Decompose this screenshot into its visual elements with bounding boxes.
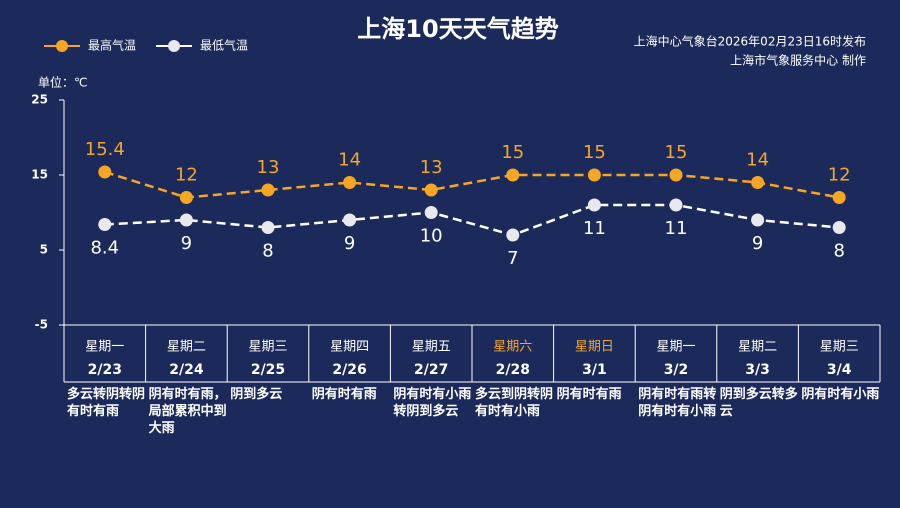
weather-description: 多云转阴转阴有时有雨 <box>67 387 146 419</box>
y-tick-label: 5 <box>40 243 48 257</box>
legend-label: 最低气温 <box>200 38 248 53</box>
x-tick-label: 2/24 <box>169 362 204 378</box>
data-label: 15 <box>501 142 524 163</box>
data-label: 11 <box>665 218 688 239</box>
x-tick-label: 2/25 <box>251 362 285 378</box>
weather-description: 阴到多云转多云 <box>719 387 798 419</box>
data-label: 15 <box>583 142 606 163</box>
data-label: 8.4 <box>90 238 119 259</box>
data-point <box>261 183 275 197</box>
subtitle: 上海市气象服务中心 制作 <box>730 53 866 68</box>
data-label: 8 <box>833 241 844 262</box>
subtitle: 上海中心气象台2026年02月23日16时发布 <box>634 34 866 49</box>
data-point <box>669 168 683 182</box>
weather-description: 阴有时有雨 <box>311 387 377 402</box>
data-point <box>424 183 438 197</box>
data-point <box>832 191 846 204</box>
data-point <box>832 221 846 234</box>
data-point <box>179 213 193 227</box>
unit-label: 单位：℃ <box>38 75 87 90</box>
weekday-label: 星期六 <box>493 340 532 355</box>
weather-description: 阴有时有小雨 <box>801 387 880 402</box>
weekday-label: 星期五 <box>412 340 451 355</box>
data-label: 9 <box>181 233 192 254</box>
weather-description: 多云到阴转阴有时有小雨 <box>475 387 554 419</box>
data-point <box>506 168 520 182</box>
x-tick-label: 3/3 <box>745 362 770 378</box>
weekday-label: 星期二 <box>167 340 206 355</box>
data-point <box>343 213 357 227</box>
data-point <box>751 176 765 189</box>
data-label: 7 <box>507 248 518 269</box>
data-point <box>587 198 601 212</box>
x-tick-label: 2/28 <box>496 362 530 378</box>
data-label: 10 <box>420 226 443 247</box>
weekday-label: 星期二 <box>738 340 777 355</box>
series-line <box>104 170 840 199</box>
weather-description: 阴有时有雨转阴有时有小雨 <box>638 387 717 419</box>
data-label: 8 <box>262 241 273 262</box>
data-point <box>261 221 275 234</box>
data-point <box>587 168 601 182</box>
data-point <box>98 165 112 179</box>
weekday-label: 星期一 <box>85 340 124 355</box>
x-tick-label: 3/2 <box>664 362 689 378</box>
weekday-label: 星期日 <box>575 340 614 355</box>
data-point <box>669 198 683 212</box>
legend-label: 最高气温 <box>88 38 136 53</box>
weekday-label: 星期一 <box>656 340 695 355</box>
data-label: 9 <box>344 233 355 254</box>
data-label: 9 <box>752 233 763 254</box>
weather-description: 阴有时有雨，局部累积中到大雨 <box>148 387 227 436</box>
x-tick-label: 2/26 <box>332 362 366 378</box>
data-point <box>343 176 357 189</box>
chart-title: 上海10天天气趋势 <box>357 15 558 43</box>
data-label: 15 <box>665 142 688 163</box>
x-tick-label: 2/27 <box>414 362 448 378</box>
data-label: 12 <box>175 165 198 186</box>
weekday-label: 星期三 <box>820 340 859 355</box>
data-label: 13 <box>257 157 280 178</box>
weather-description: 阴有时有小雨转阴到多云 <box>393 387 472 419</box>
data-label: 14 <box>746 150 769 171</box>
weekday-label: 星期三 <box>248 340 287 355</box>
data-label: 13 <box>420 157 443 178</box>
y-tick-label: -5 <box>35 318 48 332</box>
data-point <box>179 191 193 204</box>
data-point <box>98 218 112 231</box>
x-tick-label: 3/1 <box>582 362 607 378</box>
y-tick-label: 25 <box>31 93 48 107</box>
x-tick-label: 2/23 <box>88 362 122 378</box>
data-label: 14 <box>338 150 361 171</box>
weather-description: 阴到多云 <box>230 387 283 402</box>
data-label: 11 <box>583 218 606 239</box>
data-point <box>751 213 765 227</box>
legend-marker <box>56 40 68 52</box>
data-point <box>506 228 520 242</box>
series-line <box>104 203 840 237</box>
weekday-label: 星期四 <box>330 340 369 355</box>
weather-description: 阴有时有雨 <box>556 387 622 402</box>
data-label: 15.4 <box>85 139 125 160</box>
data-label: 12 <box>828 165 851 186</box>
legend-marker <box>168 40 180 52</box>
y-tick-label: 15 <box>31 168 48 182</box>
x-tick-label: 3/4 <box>827 362 852 378</box>
data-point <box>424 206 438 219</box>
